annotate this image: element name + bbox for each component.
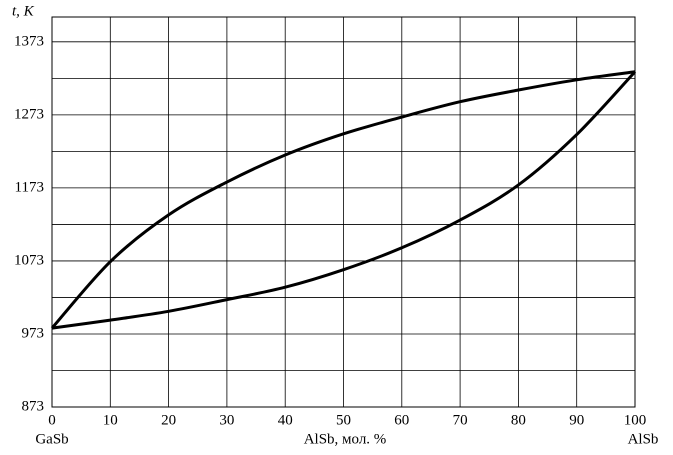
y-tick-label: 1073 (14, 252, 44, 268)
x-tick-label: 100 (624, 412, 647, 428)
x-tick-label: 20 (161, 412, 176, 428)
y-tick-label: 873 (22, 398, 45, 414)
x-tick-label: 50 (336, 412, 351, 428)
y-tick-label: 1173 (15, 179, 44, 195)
x-tick-label: 10 (103, 412, 118, 428)
y-tick-label: 973 (22, 325, 45, 341)
x-tick-label: 60 (394, 412, 409, 428)
x-left-label: GaSb (35, 431, 68, 447)
y-tick-label: 1273 (14, 106, 44, 122)
x-tick-label: 70 (453, 412, 468, 428)
x-tick-label: 0 (48, 412, 56, 428)
x-tick-label: 80 (511, 412, 526, 428)
x-tick-label: 90 (569, 412, 584, 428)
curve (51, 70, 637, 330)
y-tick-label: 1373 (14, 33, 44, 49)
x-tick-label: 40 (278, 412, 293, 428)
x-axis-label: AlSb, мол. % (304, 431, 387, 447)
y-axis-label: t, K (12, 3, 35, 19)
x-tick-label: 30 (219, 412, 234, 428)
curve (50, 70, 636, 330)
x-right-label: AlSb (628, 431, 659, 447)
